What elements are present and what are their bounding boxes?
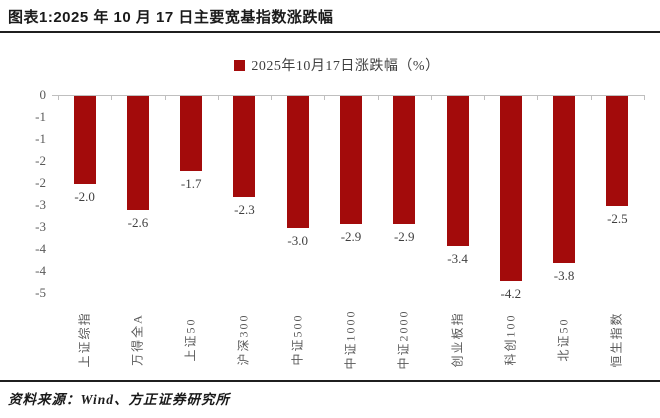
y-axis-tick-label: -2	[35, 153, 46, 168]
x-axis-category-label: 中证500	[290, 313, 305, 366]
chart-legend: 2025年10月17日涨跌幅（%）	[0, 55, 660, 75]
axis-tick-mark	[590, 95, 592, 100]
axis-tick-mark	[537, 95, 539, 100]
x-axis-category-label: 恒生指数	[609, 311, 624, 368]
bar-value-label: -3.4	[447, 250, 468, 266]
y-axis-tick-label: -4	[35, 241, 46, 256]
y-axis-tick-label: -2	[35, 175, 46, 190]
y-axis-tick-label: -1	[35, 109, 46, 124]
axis-tick-mark	[58, 95, 59, 100]
bar-value-label: -3.0	[287, 233, 309, 248]
bar-value-label: -2.5	[607, 211, 628, 226]
bar	[340, 96, 362, 224]
x-axis-category-label: 中证2000	[396, 309, 411, 370]
x-axis-category-label: 创业板指	[450, 311, 465, 368]
y-axis-tick-label: -3	[35, 219, 46, 234]
axis-tick-mark	[377, 95, 379, 100]
x-axis-category-label: 北证50	[556, 317, 571, 362]
x-axis-category-label: 上证综指	[77, 311, 92, 368]
bar	[393, 96, 416, 224]
bar	[446, 96, 469, 246]
bar	[180, 96, 203, 171]
legend-label: 2025年10月17日涨跌幅（%）	[251, 59, 440, 74]
x-axis-category-label: 上证50	[183, 317, 198, 362]
legend-color-swatch	[234, 59, 246, 71]
x-axis-zero-line	[52, 95, 644, 96]
bar-value-label: -2.9	[393, 228, 415, 244]
axis-tick-mark	[324, 95, 326, 100]
bar-value-label: -3.8	[553, 268, 575, 284]
x-axis-category-label: 中证1000	[343, 309, 358, 370]
bar-value-label: -4.2	[500, 285, 522, 301]
bar	[233, 96, 256, 198]
x-axis-category-label: 科创100	[503, 313, 518, 366]
bar	[553, 96, 576, 264]
bar-value-label: -2.6	[127, 215, 149, 231]
footer-divider	[0, 380, 660, 382]
axis-tick-mark	[644, 95, 645, 100]
y-axis-tick-label: -1	[35, 131, 46, 146]
bar-value-label: -2.0	[74, 189, 95, 204]
bar-value-label: -2.9	[340, 228, 362, 244]
axis-tick-mark	[164, 95, 166, 100]
axis-tick-mark	[111, 95, 113, 100]
axis-tick-mark	[430, 95, 432, 100]
y-axis-tick-label: -3	[35, 197, 46, 212]
y-axis-tick-label: -5	[35, 285, 46, 300]
bar	[499, 96, 522, 281]
source-note: 资料来源：Wind、方正证券研究所	[8, 392, 231, 407]
axis-tick-mark	[217, 95, 219, 100]
bar-value-label: -1.7	[180, 175, 202, 191]
x-axis-category-label: 沪深300	[236, 313, 251, 366]
x-axis-category-label: 万得全A	[130, 313, 145, 366]
bar-chart: 0 -1 -1 -2 -2 -3 -3 -4 -4 -5 -2.0 上证综指 -2.6 万得全A -1.7 上…	[0, 86, 660, 378]
bar-value-label: -2.3	[234, 202, 255, 218]
title-divider	[0, 31, 660, 33]
axis-tick-mark	[484, 95, 486, 100]
y-axis-tick-label: 0	[39, 87, 47, 102]
axis-tick-mark	[271, 95, 273, 100]
bar	[126, 96, 149, 211]
figure-title: 图表1:2025 年 10 月 17 日主要宽基指数涨跌幅	[8, 9, 334, 26]
bar	[73, 96, 96, 184]
bar	[286, 96, 309, 228]
y-axis-tick-label: -4	[35, 263, 46, 278]
bar	[606, 96, 629, 206]
